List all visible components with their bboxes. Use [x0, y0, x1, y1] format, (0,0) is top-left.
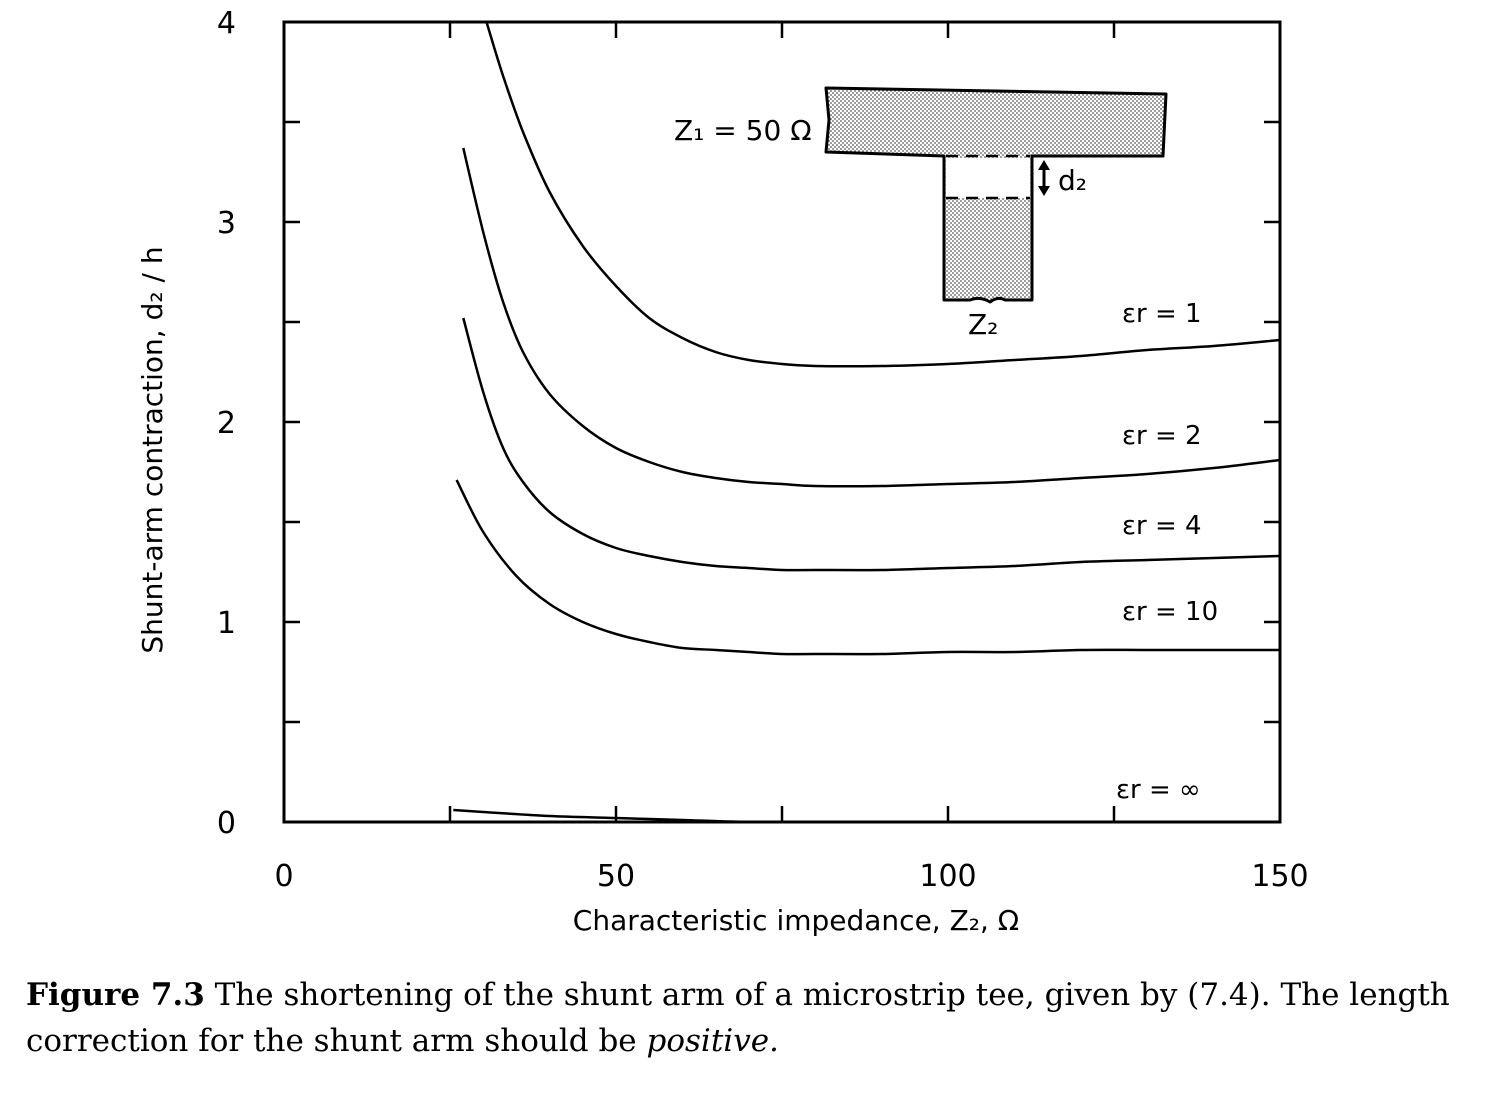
y-tick-label: 3 — [217, 206, 236, 241]
series-line-0 — [485, 21, 1281, 368]
inset-z1-label: Z₁ = 50 Ω — [674, 114, 812, 147]
series-line-1 — [462, 147, 1281, 488]
series-line-4 — [453, 808, 1280, 824]
caption-text: The shortening of the shunt arm of a mic… — [26, 977, 1450, 1059]
x-tick-label: 50 — [597, 859, 635, 894]
series-line-2 — [462, 317, 1281, 572]
y-axis-title: Shunt-arm contraction, d₂ / h — [136, 246, 169, 653]
series-label-2: εr = 4 — [1122, 511, 1202, 541]
y-tick-label: 2 — [217, 406, 236, 441]
inset-z2-label: Z₂ — [968, 308, 998, 341]
series-lines: εr = 1 εr = 2 εr = 4 εr = 10 εr = ∞ — [453, 21, 1281, 824]
d2-arrow-icon — [1038, 160, 1050, 196]
x-tick-label: 100 — [919, 859, 976, 894]
figure-caption: Figure 7.3 The shortening of the shunt a… — [26, 972, 1496, 1064]
caption-figure-number: Figure 7.3 — [26, 977, 205, 1013]
x-axis-title: Characteristic impedance, Z₂, Ω — [573, 904, 1019, 937]
series-line-3 — [455, 479, 1280, 656]
chart: 0 50 100 150 0 1 2 3 4 εr = 1 εr = 2 εr = 4 εr = 10… — [136, 6, 1309, 937]
x-tick-label: 150 — [1251, 859, 1308, 894]
series-label-3: εr = 10 — [1122, 597, 1218, 627]
series-label-0: εr = 1 — [1122, 299, 1202, 329]
y-tick-label: 1 — [217, 606, 236, 641]
caption-emphasis: positive. — [646, 1023, 779, 1059]
series-label-1: εr = 2 — [1122, 421, 1202, 451]
tee-contracted-gap — [946, 158, 1030, 198]
series-label-4: εr = ∞ — [1116, 775, 1201, 805]
y-tick-label: 4 — [217, 6, 236, 41]
inset-d2-label: d₂ — [1058, 164, 1087, 197]
x-tick-label: 0 — [274, 859, 293, 894]
axis-ticks: 0 50 100 150 0 1 2 3 4 — [217, 6, 1309, 894]
microstrip-tee-inset: Z₁ = 50 Ω d₂ Z₂ — [674, 86, 1168, 341]
y-tick-label: 0 — [217, 806, 236, 841]
